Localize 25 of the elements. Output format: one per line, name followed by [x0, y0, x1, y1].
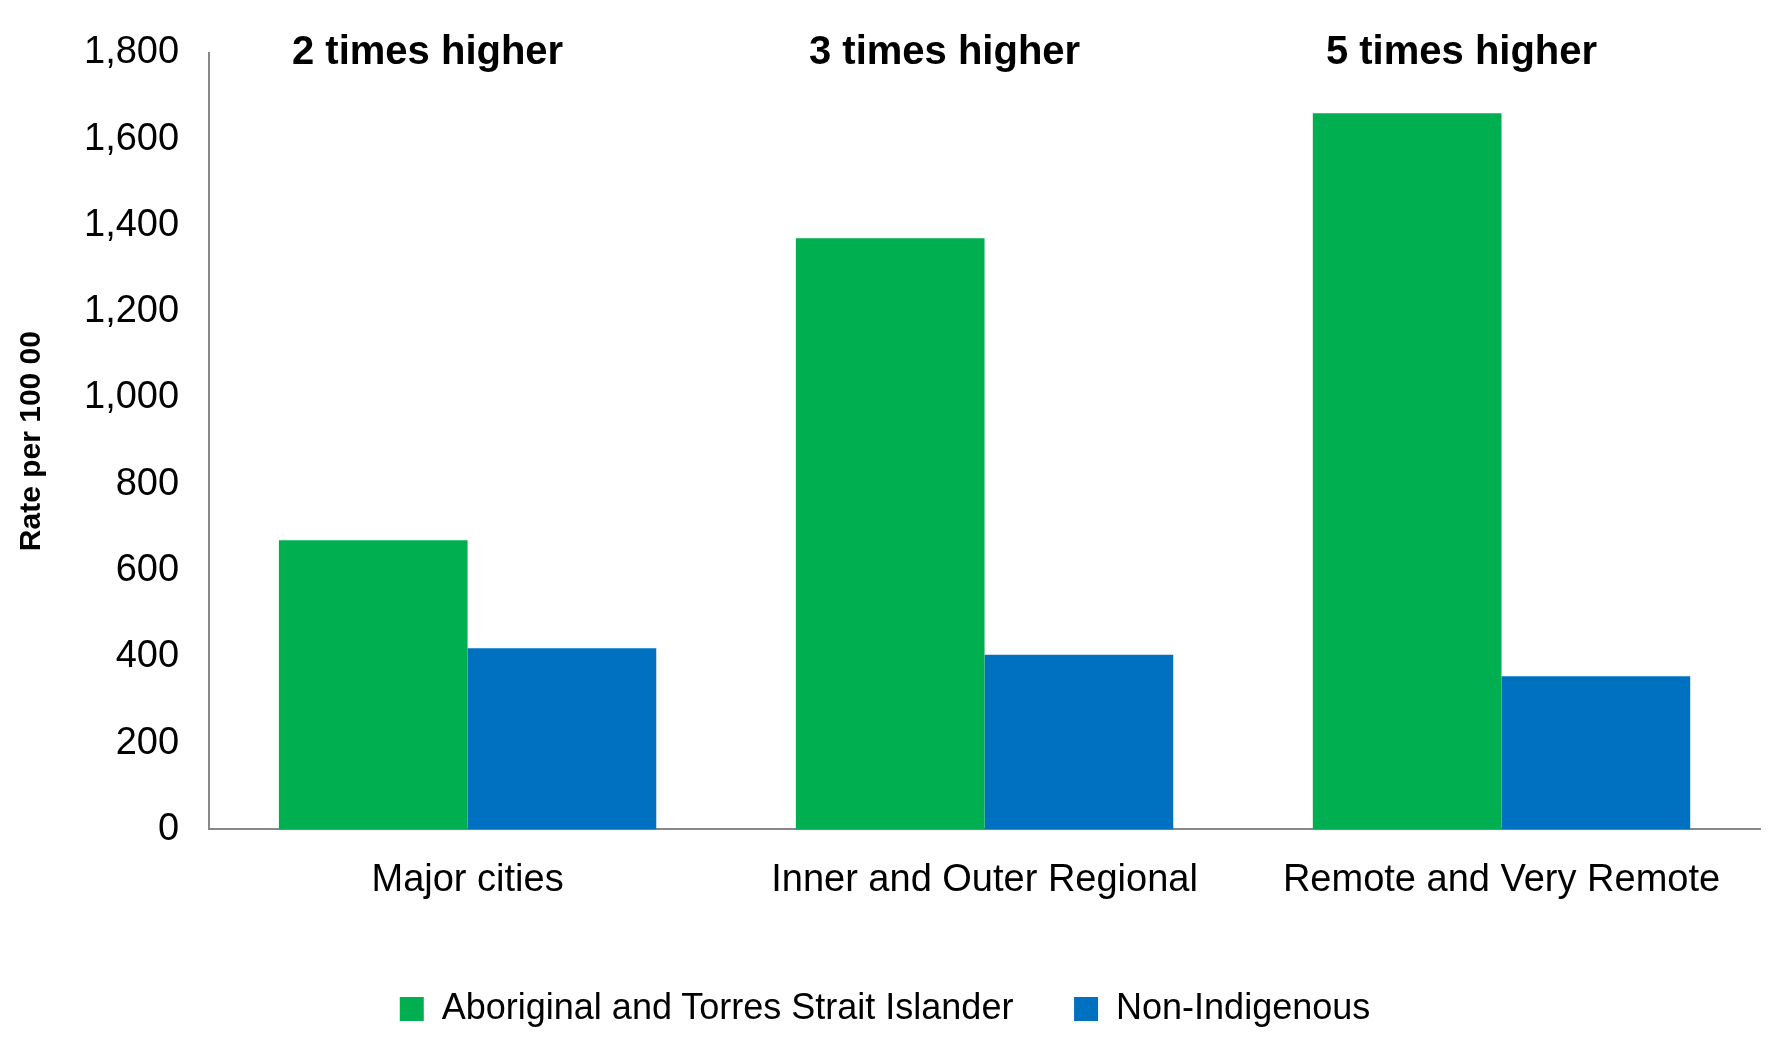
y-tick-label: 200 — [115, 719, 180, 762]
bar — [278, 540, 468, 830]
y-tick-label: 400 — [115, 633, 180, 676]
annotation: 5 times higher — [1325, 27, 1598, 72]
y-tick-label: 1,600 — [84, 115, 180, 158]
bar — [984, 654, 1174, 830]
bar — [467, 648, 657, 830]
y-axis-title: Rate per 100 00 — [13, 331, 47, 552]
y-tick-label: 800 — [115, 460, 180, 503]
legend-label: Aboriginal and Torres Strait Islander — [441, 985, 1014, 1027]
legend-label: Non-Indigenous — [1116, 985, 1371, 1027]
y-tick-label: 1,000 — [84, 374, 180, 417]
x-tick-label: Remote and Very Remote — [1282, 856, 1721, 899]
x-tick-label: Inner and Outer Regional — [771, 856, 1198, 899]
annotation: 2 times higher — [291, 27, 564, 72]
y-tick-label: 1,200 — [84, 288, 180, 331]
y-tick-label: 1,800 — [84, 29, 180, 72]
x-tick-label: Major cities — [371, 856, 564, 899]
y-tick-label: 600 — [115, 547, 180, 590]
bar — [795, 238, 985, 830]
bar — [1501, 676, 1691, 830]
y-tick-label: 1,400 — [84, 201, 180, 244]
bar — [1312, 113, 1502, 830]
annotation: 3 times higher — [808, 27, 1081, 72]
y-tick-label: 0 — [157, 805, 180, 848]
